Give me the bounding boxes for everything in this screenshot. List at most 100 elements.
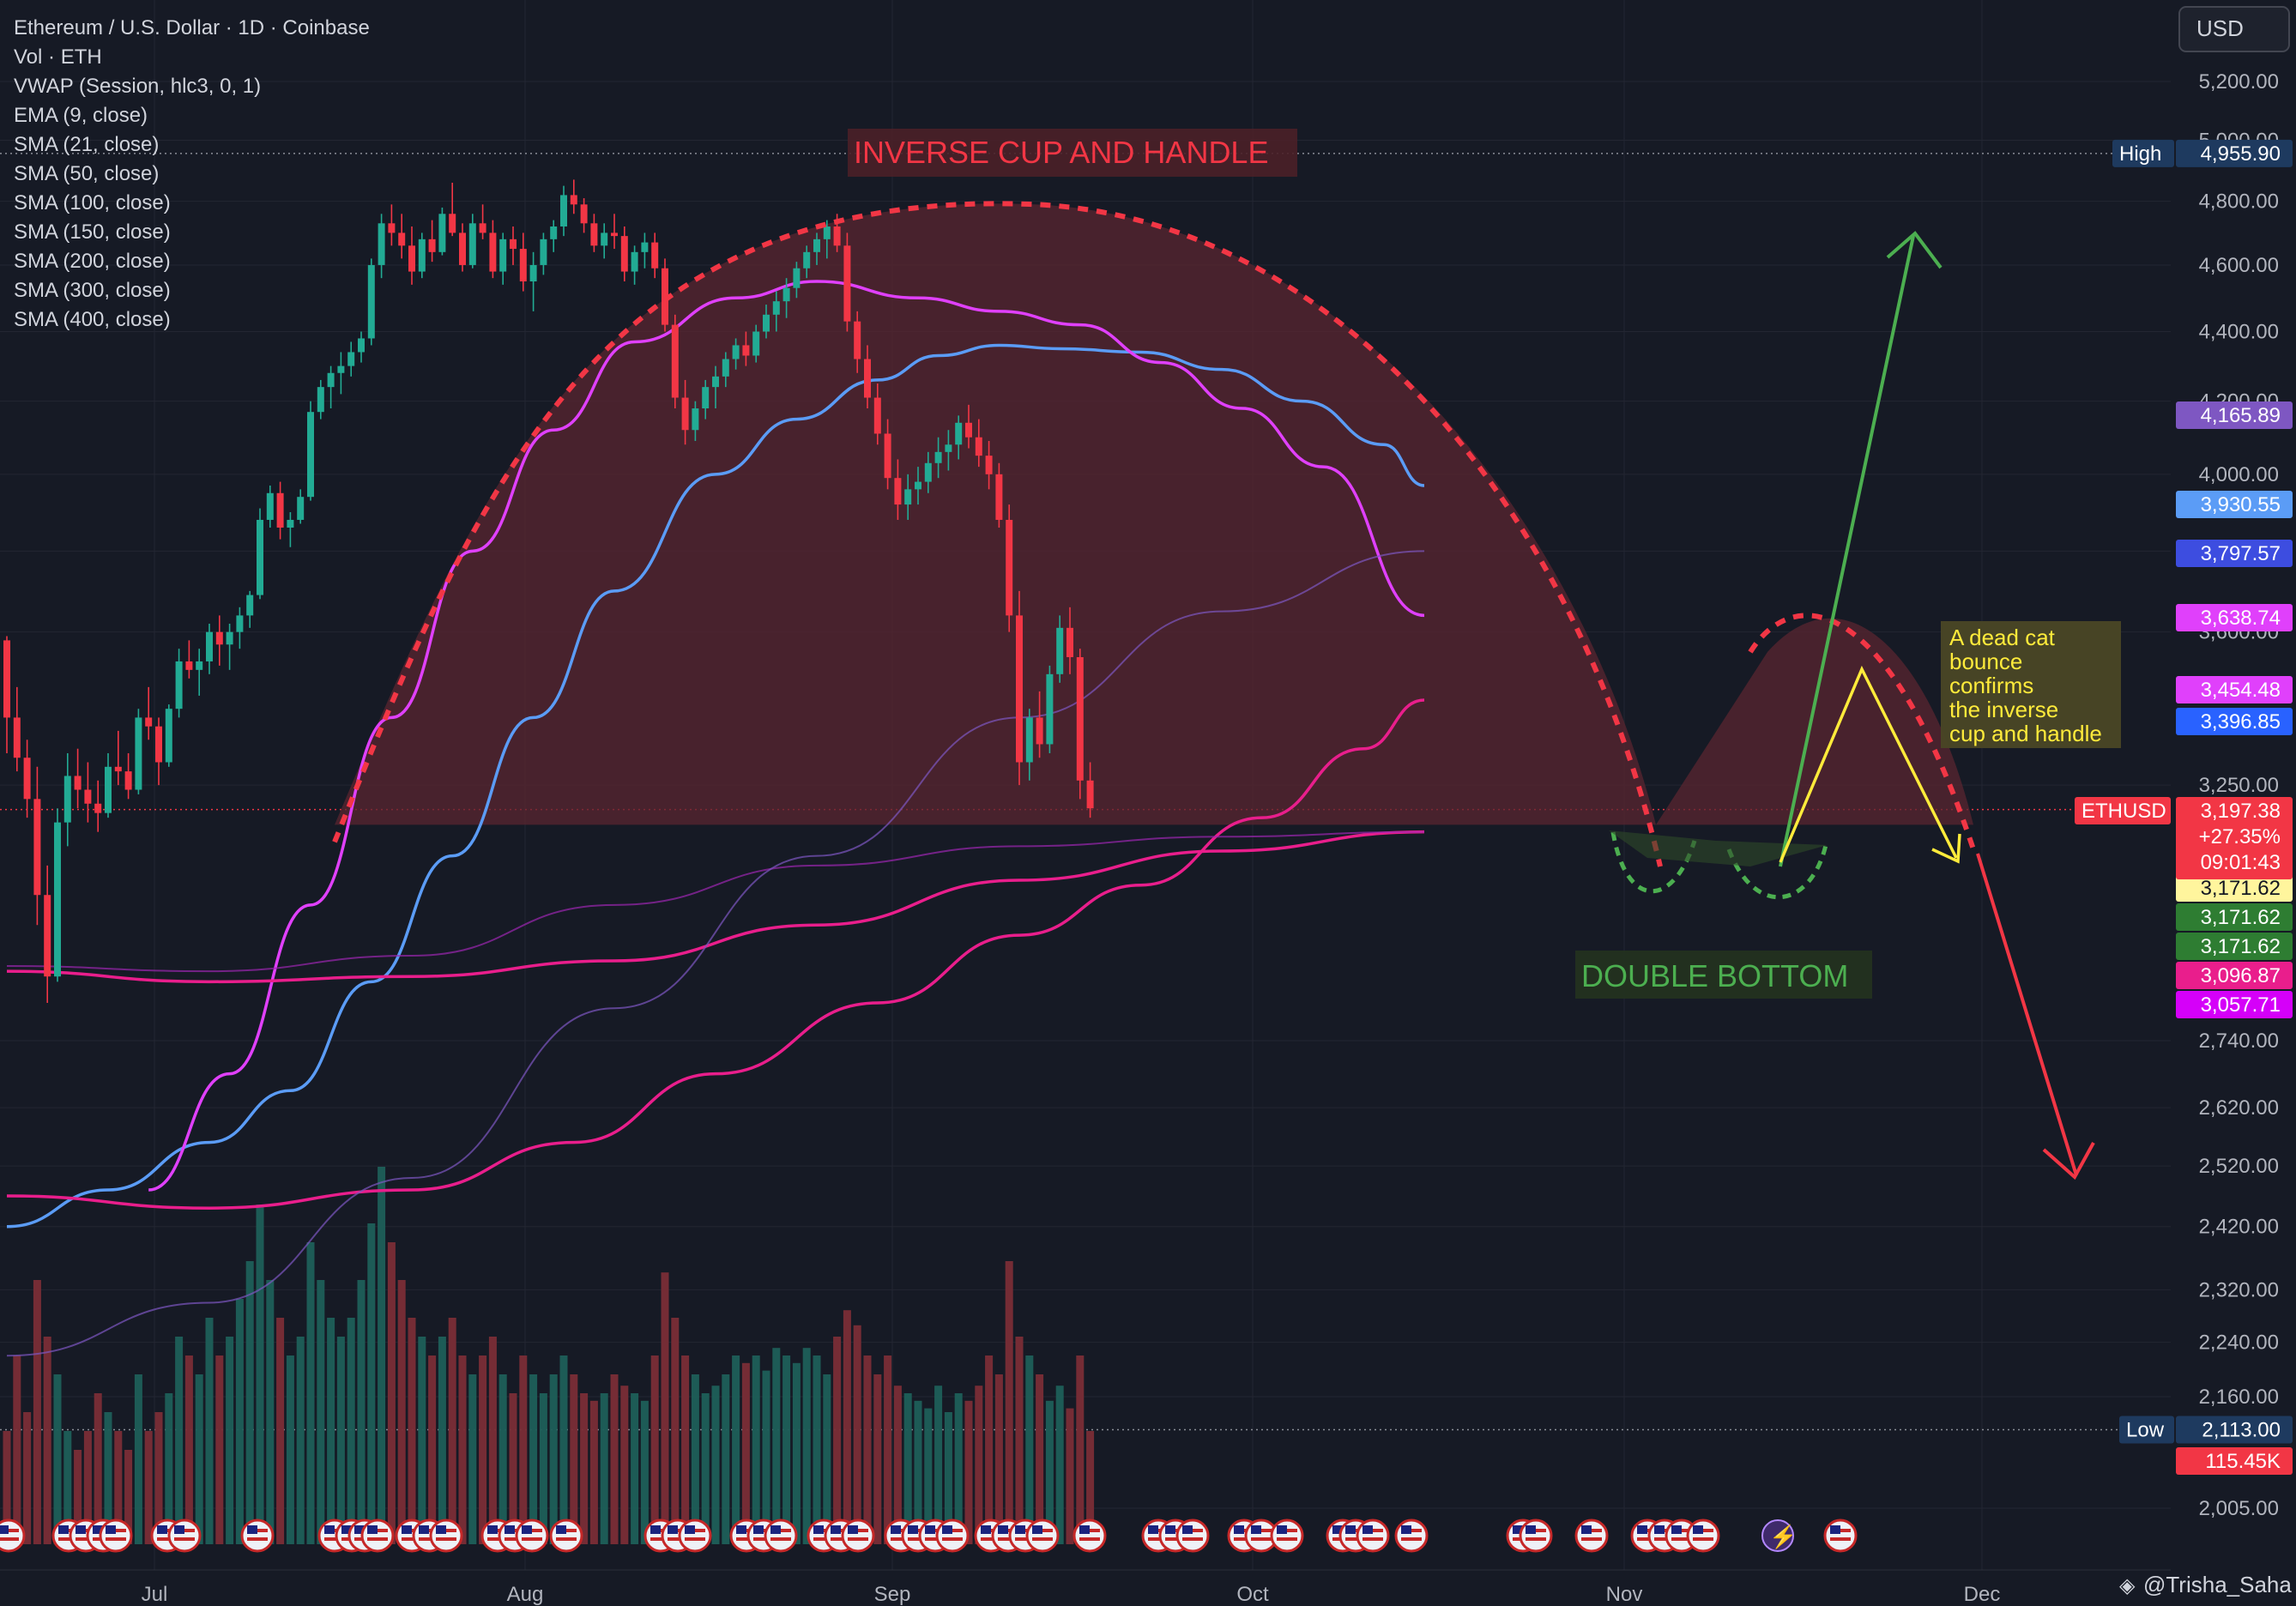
candle-body[interactable] (135, 717, 142, 790)
candle-body[interactable] (63, 776, 71, 823)
candle-body[interactable] (995, 474, 1003, 520)
candle-body[interactable] (337, 365, 345, 373)
candle-body[interactable] (33, 799, 41, 896)
candle-body[interactable] (347, 352, 355, 366)
candle-body[interactable] (1086, 780, 1094, 809)
us-flag-icon[interactable] (167, 1518, 202, 1553)
candle-body[interactable] (915, 481, 921, 490)
indicator-price-tag[interactable] (2176, 991, 2293, 1018)
us-flag-icon[interactable] (0, 1518, 26, 1553)
us-flag-icon[interactable] (99, 1518, 133, 1553)
candle-body[interactable] (590, 223, 598, 246)
economic-events[interactable]: ⚡ (0, 1518, 1858, 1553)
indicator-vol[interactable]: Vol · ETH (14, 45, 102, 69)
candle-body[interactable] (367, 264, 375, 339)
us-flag-icon[interactable] (240, 1518, 275, 1553)
candle-body[interactable] (611, 232, 618, 237)
candle-body[interactable] (965, 422, 972, 438)
candle-body[interactable] (297, 497, 305, 520)
candle-body[interactable] (165, 709, 172, 763)
indicator-price-tag[interactable] (2176, 540, 2293, 567)
candle-body[interactable] (105, 766, 112, 813)
us-flag-icon[interactable] (549, 1518, 583, 1553)
us-flag-icon[interactable] (1025, 1518, 1060, 1553)
candle-body[interactable] (884, 433, 891, 479)
candle-body[interactable] (1036, 717, 1043, 745)
candle-body[interactable] (226, 631, 233, 645)
chart-title[interactable]: Ethereum / U.S. Dollar · 1D · Coinbase (14, 16, 370, 39)
candle-body[interactable] (215, 631, 223, 645)
candle-body[interactable] (13, 717, 21, 758)
candle-body[interactable] (155, 726, 162, 763)
us-flag-icon[interactable] (1519, 1518, 1553, 1553)
candle-body[interactable] (924, 462, 932, 482)
candle-body[interactable] (803, 251, 811, 269)
candle-body[interactable] (408, 245, 415, 272)
candle-body[interactable] (742, 345, 750, 356)
candle-body[interactable] (196, 661, 203, 670)
candle-body[interactable] (732, 345, 740, 359)
candle-body[interactable] (499, 238, 507, 272)
candle-body[interactable] (246, 595, 254, 616)
currency-button[interactable]: USD (2178, 6, 2290, 52)
indicator-sma400[interactable]: SMA (400, close) (14, 308, 171, 331)
candle-body[interactable] (257, 519, 263, 595)
us-flag-icon[interactable] (1394, 1518, 1429, 1553)
candle-body[interactable] (843, 245, 851, 322)
high-tag[interactable] (2176, 139, 2293, 167)
indicator-price-tag[interactable] (2176, 402, 2293, 429)
candle-body[interactable] (428, 238, 436, 252)
candle-body[interactable] (124, 771, 132, 790)
candle-body[interactable] (873, 397, 881, 434)
candle-body[interactable] (620, 236, 628, 272)
indicator-price-tag[interactable] (2176, 676, 2293, 703)
indicator-price-tag[interactable] (2176, 903, 2293, 931)
us-flag-icon[interactable] (764, 1518, 798, 1553)
indicator-sma150[interactable]: SMA (150, close) (14, 220, 171, 244)
candle-body[interactable] (763, 314, 770, 332)
candle-body[interactable] (44, 895, 51, 977)
candle-body[interactable] (185, 661, 193, 670)
candle-body[interactable] (631, 251, 638, 272)
candle-body[interactable] (145, 717, 153, 727)
candle-body[interactable] (358, 338, 365, 353)
low-tag[interactable] (2176, 1416, 2293, 1444)
indicator-price-tag[interactable] (2176, 604, 2293, 631)
time-axis[interactable]: Jul Aug Sep Oct Nov Dec (0, 1569, 2171, 1606)
indicator-ema9[interactable]: EMA (9, close) (14, 104, 148, 127)
candle-body[interactable] (934, 451, 942, 463)
us-flag-icon[interactable] (1072, 1518, 1107, 1553)
candle-body[interactable] (854, 321, 861, 359)
us-flag-icon[interactable] (678, 1518, 712, 1553)
candle-body[interactable] (894, 478, 902, 505)
candle-body[interactable] (529, 264, 537, 282)
indicator-sma21[interactable]: SMA (21, close) (14, 133, 159, 156)
candle-body[interactable] (550, 226, 558, 239)
us-flag-icon[interactable] (1270, 1518, 1304, 1553)
indicator-price-tag[interactable] (2176, 491, 2293, 518)
author-credit[interactable]: ◈ @Trisha_Saha (2119, 1572, 2292, 1597)
candle-body[interactable] (449, 214, 456, 233)
us-flag-icon[interactable] (429, 1518, 463, 1553)
candle-body[interactable] (74, 776, 82, 790)
candle-body[interactable] (3, 640, 10, 718)
us-flag-icon[interactable] (1574, 1518, 1609, 1553)
candle-body[interactable] (772, 301, 780, 315)
candle-body[interactable] (468, 223, 476, 265)
candle-body[interactable] (489, 232, 497, 272)
us-flag-icon[interactable] (515, 1518, 549, 1553)
candle-body[interactable] (510, 238, 517, 250)
candle-body[interactable] (479, 223, 486, 233)
us-flag-icon[interactable] (1686, 1518, 1720, 1553)
candle-body[interactable] (378, 223, 385, 265)
candle-body[interactable] (601, 232, 608, 246)
indicator-sma200[interactable]: SMA (200, close) (14, 250, 171, 273)
candle-body[interactable] (833, 226, 841, 246)
candle-body[interactable] (287, 519, 294, 528)
us-flag-icon[interactable] (1823, 1518, 1858, 1553)
candle-body[interactable] (570, 195, 577, 205)
price-axis[interactable]: 5,200.005,000.004,800.004,600.004,400.00… (2075, 0, 2296, 1606)
candle-body[interactable] (580, 204, 588, 224)
candle-body[interactable] (671, 324, 679, 398)
